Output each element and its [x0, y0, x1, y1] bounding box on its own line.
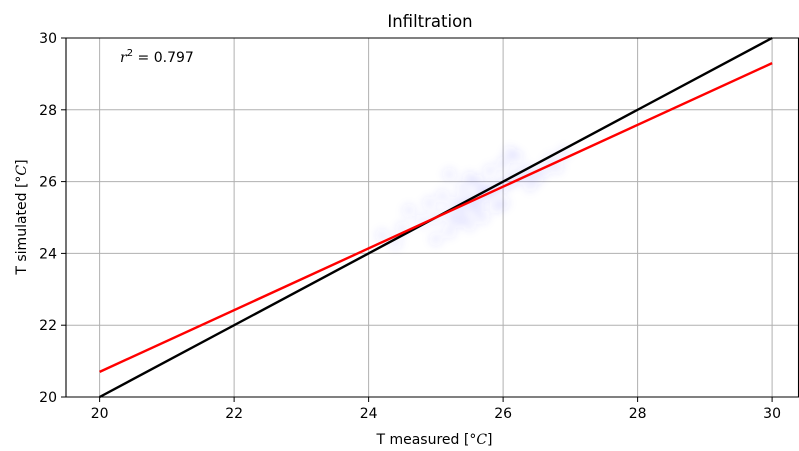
density-point: [496, 156, 511, 171]
y-tick-label: 30: [39, 31, 57, 47]
density-point: [422, 196, 437, 211]
density-point: [388, 235, 403, 250]
x-tick-label: 20: [91, 406, 109, 422]
x-axis-label-close: ]: [487, 432, 492, 448]
density-point: [496, 196, 511, 211]
density-point: [401, 203, 416, 218]
density-point: [442, 167, 457, 182]
r-exponent: 2: [127, 48, 133, 59]
axis-ticks: 20 22 24 26 28 30 20 22 24 26 28 30: [39, 31, 781, 422]
r-squared-annotation: r2 = 0.797: [120, 48, 194, 66]
x-tick-label: 30: [763, 406, 781, 422]
x-tick-label: 26: [494, 406, 512, 422]
y-tick-label: 28: [39, 103, 57, 119]
x-tick-label: 24: [360, 406, 378, 422]
density-point: [475, 181, 490, 196]
x-axis-label-unit: °C: [469, 432, 487, 448]
y-tick-label: 26: [39, 175, 57, 191]
x-axis-label-main: T measured [: [375, 432, 469, 448]
density-point: [523, 178, 538, 193]
density-point: [455, 181, 470, 196]
x-tick-label: 28: [629, 406, 647, 422]
y-axis-label: T simulated [°C]: [14, 159, 30, 275]
y-axis-label-close: ]: [14, 159, 30, 164]
r-squared-value: = 0.797: [133, 50, 194, 66]
density-point: [442, 224, 457, 239]
series-lines: [99, 36, 773, 399]
density-point: [482, 163, 497, 178]
density-point: [428, 232, 443, 247]
y-tick-label: 20: [39, 390, 57, 406]
x-axis-label: T measured [°C]: [375, 432, 492, 448]
y-tick-label: 22: [39, 318, 57, 334]
y-tick-label: 24: [39, 246, 57, 262]
r-symbol: r: [120, 50, 128, 66]
density-point: [475, 210, 490, 225]
density-point: [375, 228, 390, 243]
y-axis-label-main: T simulated [: [14, 183, 30, 276]
series-line: [99, 62, 773, 373]
density-point: [435, 188, 450, 203]
chart-title: Infiltration: [387, 12, 472, 31]
density-point: [462, 171, 477, 186]
x-tick-label: 22: [225, 406, 243, 422]
y-axis-label-unit: °C: [14, 165, 30, 183]
density-point: [455, 210, 470, 225]
density-point: [502, 145, 517, 160]
